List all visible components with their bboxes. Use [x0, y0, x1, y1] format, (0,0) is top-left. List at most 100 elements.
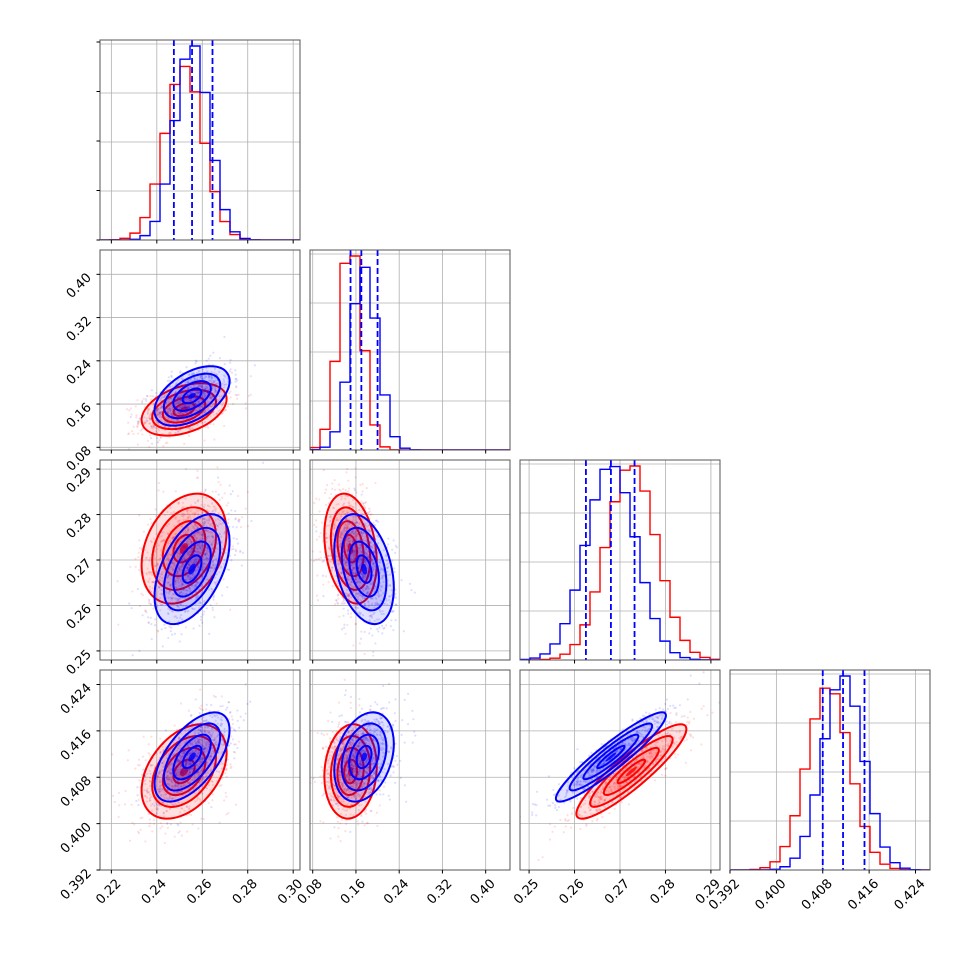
scatter-point — [134, 405, 137, 408]
scatter-point — [194, 511, 197, 514]
scatter-point — [208, 396, 212, 399]
scatter-point — [194, 584, 197, 587]
scatter-point — [205, 550, 208, 553]
scatter-point — [350, 580, 353, 583]
scatter-point — [186, 577, 190, 580]
scatter-point — [175, 432, 178, 435]
scatter-point — [194, 585, 198, 588]
scatter-point — [244, 402, 247, 405]
scatter-point — [359, 549, 362, 552]
scatter-point — [325, 537, 328, 540]
scatter-point — [211, 608, 215, 612]
scatter-point — [228, 525, 231, 528]
scatter-point — [173, 409, 176, 413]
scatter-point — [207, 578, 210, 581]
scatter-point — [241, 551, 245, 554]
scatter-point — [365, 487, 368, 490]
scatter-point — [202, 517, 205, 520]
scatter-point — [169, 418, 173, 421]
scatter-point — [158, 769, 161, 772]
scatter-point — [192, 372, 195, 375]
scatter-point — [368, 510, 372, 513]
scatter-point — [330, 560, 333, 564]
scatter-point — [335, 510, 338, 513]
scatter-point — [358, 547, 361, 550]
scatter-point — [210, 535, 213, 538]
scatter-point — [183, 398, 186, 402]
scatter-point — [218, 395, 221, 398]
scatter-point — [347, 525, 350, 528]
scatter-point — [202, 403, 205, 407]
scatter-point — [173, 592, 176, 596]
scatter-point — [328, 560, 332, 563]
scatter-point — [198, 600, 201, 603]
scatter-point — [380, 567, 383, 570]
scatter-point — [373, 611, 376, 614]
scatter-point — [213, 388, 217, 391]
scatter-point — [199, 779, 202, 782]
scatter-point — [236, 542, 240, 545]
scatter-point — [204, 729, 207, 732]
scatter-point — [353, 553, 356, 557]
scatter-point — [211, 565, 214, 568]
scatter-point — [177, 400, 180, 403]
scatter-point — [327, 554, 330, 558]
scatter-point — [231, 402, 235, 406]
scatter-point — [207, 557, 210, 561]
scatter-point — [372, 587, 376, 590]
scatter-point — [174, 580, 177, 583]
scatter-point — [168, 436, 171, 439]
scatter-point — [361, 532, 364, 535]
scatter-point — [375, 594, 379, 597]
scatter-point — [168, 407, 171, 410]
scatter-point — [235, 538, 238, 541]
scatter-point — [348, 593, 351, 596]
scatter-point — [211, 490, 214, 493]
scatter-point — [143, 416, 146, 419]
scatter-point — [200, 531, 203, 534]
scatter-point — [370, 614, 373, 617]
scatter-point — [205, 551, 208, 555]
scatter-point — [205, 557, 208, 560]
scatter-point — [211, 521, 214, 525]
scatter-point — [179, 412, 182, 415]
scatter-point — [351, 511, 354, 514]
scatter-point — [183, 761, 186, 765]
panel-frame — [99, 249, 301, 451]
scatter-point — [210, 376, 213, 380]
scatter-point — [390, 594, 393, 597]
scatter-point — [180, 402, 183, 406]
scatter-point — [195, 532, 199, 535]
scatter-point — [168, 379, 171, 382]
scatter-point — [150, 424, 153, 427]
scatter-point — [176, 396, 179, 399]
scatter-point — [177, 402, 180, 405]
panel-grid — [100, 40, 300, 240]
scatter-point — [146, 573, 149, 576]
scatter-point — [212, 594, 216, 598]
scatter-point — [370, 558, 373, 562]
scatter-point — [173, 786, 177, 789]
scatter-point — [203, 740, 206, 743]
scatter-point — [338, 552, 341, 555]
scatter-point — [196, 581, 199, 584]
scatter-point — [230, 715, 233, 718]
scatter-point — [363, 597, 367, 600]
scatter-point — [353, 572, 356, 575]
scatter-point — [313, 502, 316, 505]
scatter-point — [171, 536, 174, 539]
scatter-point — [187, 781, 190, 784]
scatter-point — [221, 496, 224, 499]
scatter-point — [313, 523, 316, 526]
scatter-point — [176, 577, 179, 580]
scatter-point — [198, 763, 201, 766]
scatter-point — [181, 418, 184, 421]
scatter-point — [157, 489, 160, 492]
scatter-point — [359, 571, 363, 575]
scatter-point — [343, 512, 346, 515]
scatter-point — [202, 393, 206, 396]
scatter-point — [330, 569, 333, 572]
scatter-point — [223, 532, 226, 535]
scatter-point — [184, 396, 187, 399]
scatter-point — [194, 501, 197, 504]
